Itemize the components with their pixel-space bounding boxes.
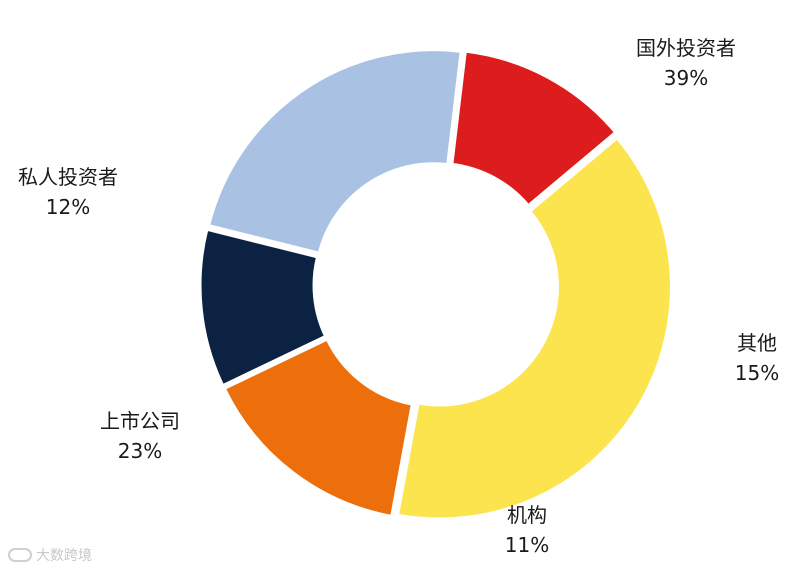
slice-1: [395, 135, 673, 521]
slice-label-percent: 12%: [46, 195, 90, 219]
slice-label-name: 国外投资者: [636, 36, 736, 60]
slice-label-name: 上市公司: [100, 409, 180, 433]
slice-label-percent: 23%: [118, 439, 162, 463]
slice-3: [198, 227, 328, 388]
slice-5: [450, 49, 618, 208]
slice-label-percent: 11%: [505, 533, 549, 557]
slice-label-name: 其他: [737, 331, 777, 355]
watermark-text: 大数跨境: [36, 548, 92, 564]
slice-label-name: 私人投资者: [18, 165, 118, 189]
slice-2: [222, 337, 415, 519]
slice-label-name: 机构: [507, 503, 547, 527]
slice-label-percent: 39%: [664, 66, 708, 90]
slice-label-percent: 15%: [735, 361, 779, 385]
watermark-logo-icon: [8, 548, 32, 562]
chart-slices: [198, 48, 673, 521]
watermark: 大数跨境: [8, 545, 92, 565]
chart-labels: 国外投资者 39% 其他 15% 机构 11% 上市公司 23% 私人投资者 12%: [18, 36, 779, 557]
slice-4: [206, 48, 463, 255]
